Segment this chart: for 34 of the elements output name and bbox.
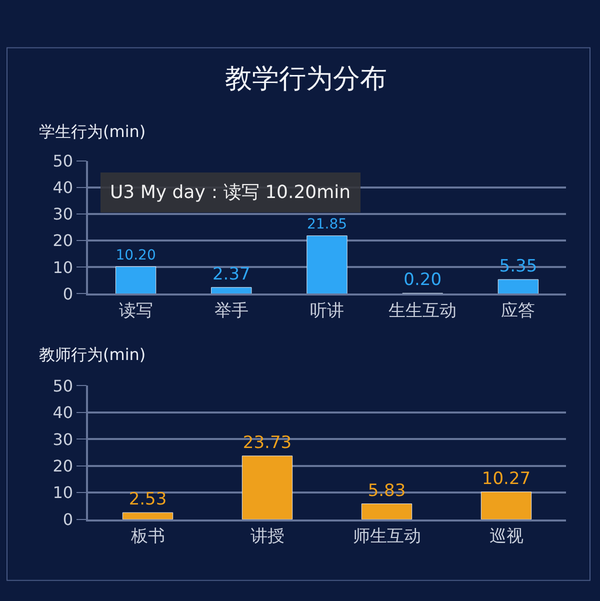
y-tick-label: 40 [52, 178, 74, 198]
annotation: U3 My day：读写 10.20min [110, 182, 351, 203]
y-tick-label: 0 [62, 284, 74, 304]
data-label: 10.20 [116, 248, 156, 264]
data-label: 5.35 [499, 256, 538, 277]
y-tick-label: 40 [52, 403, 74, 422]
y-tick-label: 30 [52, 430, 74, 449]
x-tick-label: 应答 [501, 300, 536, 321]
chart-title: 教学行为分布 [225, 63, 387, 94]
x-tick-label: 举手 [214, 300, 248, 321]
y-tick-label: 50 [52, 376, 74, 396]
x-tick-label: 听讲 [310, 300, 344, 321]
data-label: 5.83 [368, 480, 406, 501]
data-label: 2.37 [212, 264, 250, 284]
y-axis-title: 学生行为(min) [39, 122, 146, 141]
x-tick-label: 生生互动 [388, 300, 457, 321]
y-tick-label: 50 [52, 152, 74, 171]
y-tick-label: 20 [52, 456, 74, 476]
y-axis-title: 教师行为(min) [39, 345, 146, 364]
data-label: 21.85 [306, 216, 348, 233]
data-label: 0.20 [404, 270, 442, 290]
x-tick-label: 板书 [130, 526, 165, 546]
data-label: 2.53 [128, 490, 167, 510]
x-tick-label: 讲授 [250, 526, 284, 546]
data-label: 23.73 [242, 432, 292, 453]
data-label: 10.27 [482, 468, 531, 489]
y-tick-label: 20 [52, 231, 74, 250]
x-tick-label: 读写 [118, 300, 153, 321]
y-tick-label: 30 [52, 204, 74, 224]
y-tick-label: 10 [52, 483, 74, 502]
y-tick-label: 10 [52, 258, 74, 277]
y-tick-label: 0 [62, 510, 74, 529]
x-tick-label: 师生互动 [352, 526, 421, 546]
x-tick-label: 巡视 [489, 526, 524, 546]
